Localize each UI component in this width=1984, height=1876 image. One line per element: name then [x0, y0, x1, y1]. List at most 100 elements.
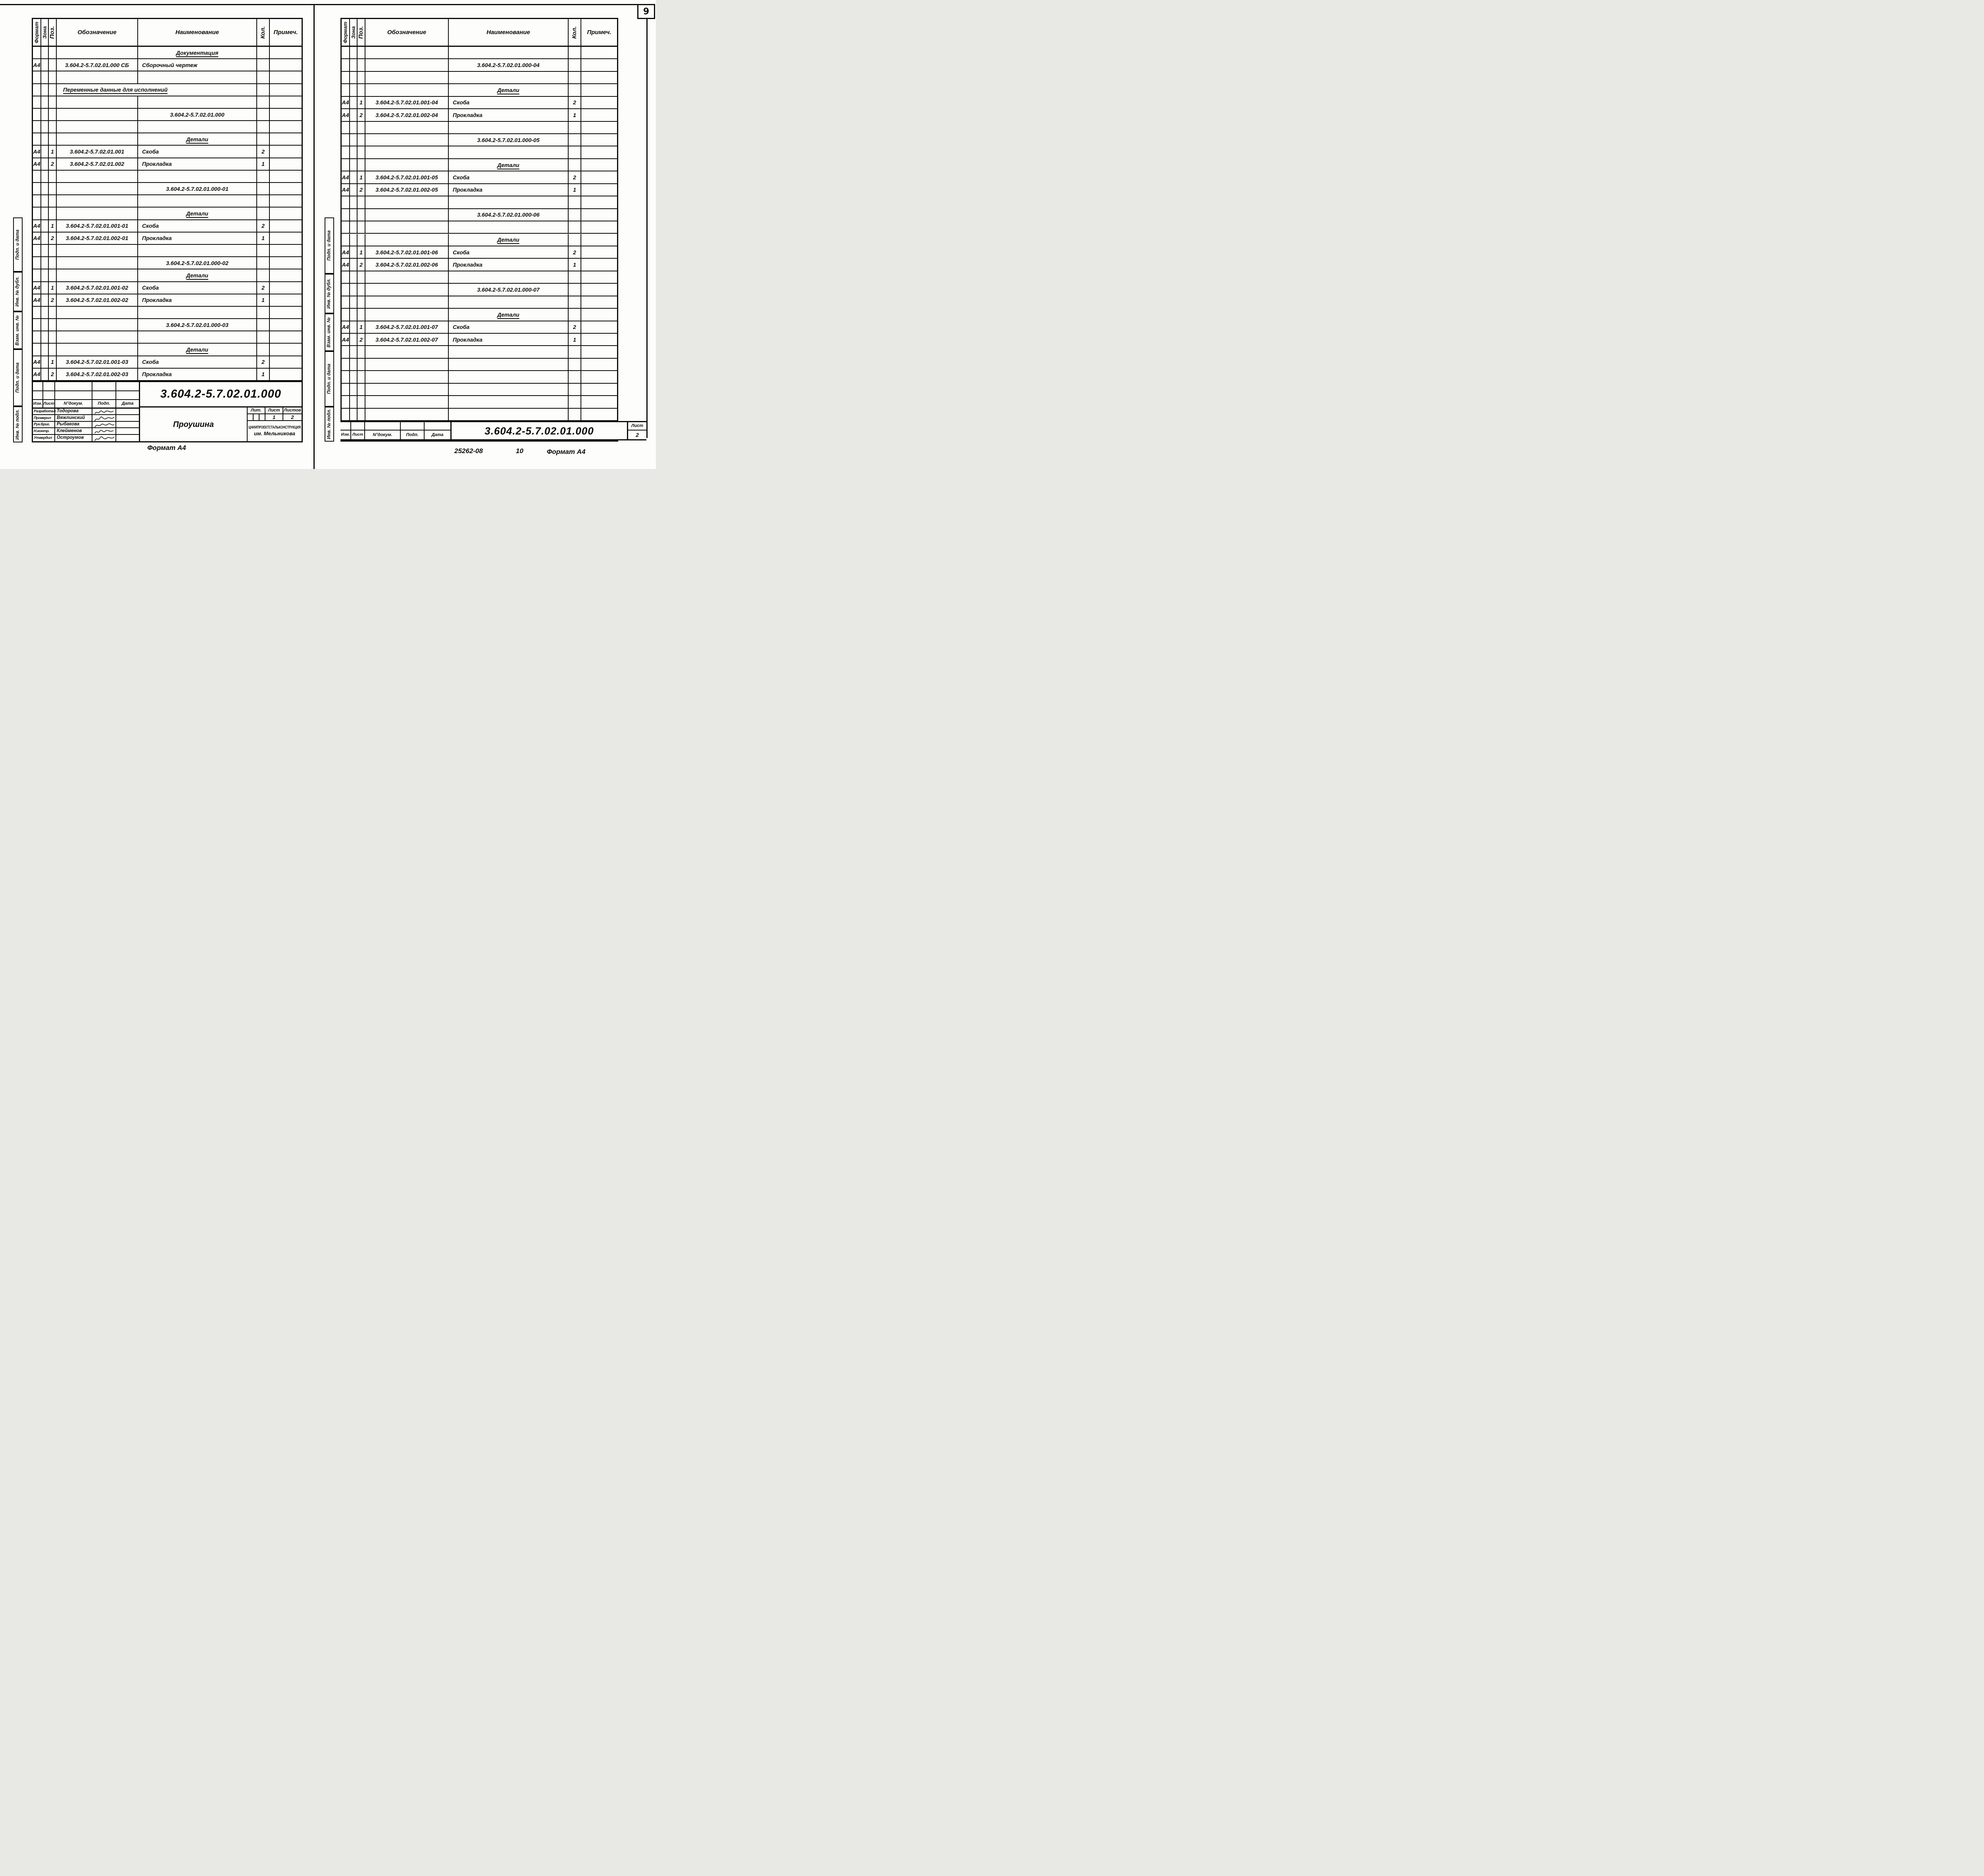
cell-note	[581, 359, 617, 370]
cell-designation: 3.604.2-5.7.02.01.001-06	[365, 246, 449, 258]
cell-name: Детали	[449, 309, 569, 321]
cell-designation	[365, 271, 449, 283]
cell-qty: 1	[257, 232, 270, 244]
cell-zone	[350, 333, 358, 346]
signature	[94, 436, 115, 441]
sheet-value: 2	[636, 432, 639, 438]
cell-zone	[41, 344, 49, 356]
cell-format	[342, 383, 350, 396]
cell-name	[449, 271, 569, 283]
margin-stamp: Инв. № подл.	[325, 407, 334, 442]
group-title: Детали	[186, 136, 208, 142]
cell-qty	[257, 208, 270, 219]
margin-stamp: Подп. и дата	[13, 349, 23, 406]
cell-note	[270, 233, 302, 244]
cell-note	[581, 384, 617, 395]
column-header-pos: Поз.	[49, 19, 57, 46]
spec-row: 3.604.2-5.7.02.01.000-04	[342, 59, 617, 72]
cell-note	[581, 221, 617, 233]
sheet-label: Лист	[628, 422, 646, 431]
cell-name	[449, 71, 569, 84]
cell-zone	[41, 356, 49, 368]
cell-designation	[365, 358, 449, 371]
cell-note	[270, 319, 302, 331]
cell-note	[270, 356, 302, 368]
cell-note	[581, 184, 617, 196]
cell-pos	[49, 84, 57, 96]
cell-name: Прокладка	[138, 368, 257, 380]
spec-row: Детали	[33, 269, 302, 282]
spec-row: Детали	[342, 159, 617, 172]
cell-note	[270, 171, 302, 182]
signature	[94, 430, 114, 434]
scanned-specification-sheet: 9 3.604.2-5.7.02.01.000 Изм.	[0, 0, 656, 469]
cell-format	[342, 234, 350, 246]
cell-zone	[350, 408, 358, 420]
cell-format	[342, 196, 350, 208]
column-header-zone: Зона	[41, 19, 49, 46]
cell-pos: 2	[358, 333, 365, 346]
title-block-right: Изм. Лист N°докум. Подп. Дата 3.604.2-5.…	[340, 421, 646, 440]
cell-designation	[365, 221, 449, 233]
cell-pos	[49, 344, 57, 356]
cell-qty	[257, 331, 270, 343]
stamp-role-row: Н.контр. Клейменов	[33, 428, 139, 435]
cell-designation	[57, 331, 138, 343]
cell-pos	[358, 408, 365, 420]
cell-qty	[257, 244, 270, 257]
cell-zone	[41, 170, 49, 183]
sheet-number-box: Лист 2	[628, 422, 646, 439]
format-note-left: Формат А4	[147, 444, 186, 452]
cell-name: Прокладка	[138, 294, 257, 306]
margin-stamp-label: Инв. № дубл.	[327, 279, 332, 309]
cell-name: Прокладка	[138, 158, 257, 170]
spec-row: 3.604.2-5.7.02.01.000-01	[33, 183, 302, 196]
spec-row	[342, 396, 617, 409]
cell-format	[33, 319, 41, 331]
column-header-note-label: Примеч.	[587, 29, 611, 36]
cell-qty	[569, 59, 581, 71]
cell-note	[581, 296, 617, 308]
role-label: Н.контр.	[33, 428, 55, 434]
cell-qty: 1	[257, 294, 270, 306]
role-date-cell	[116, 435, 139, 441]
spec-row	[342, 383, 617, 396]
cell-designation	[365, 196, 449, 208]
column-header-format-label: Формат	[342, 21, 348, 43]
cell-name: 3.604.2-5.7.02.01.000-02	[138, 257, 257, 269]
margin-stamp-label: Подп. и дата	[327, 363, 332, 394]
cell-zone	[350, 246, 358, 258]
cell-format	[33, 84, 41, 96]
spec-row: А4 2 3.604.2-5.7.02.01.002-02 Прокладка 1	[33, 294, 302, 307]
cell-format	[342, 71, 350, 84]
cell-zone	[41, 220, 49, 232]
cell-pos	[358, 196, 365, 208]
cell-zone	[41, 84, 49, 96]
role-date-cell	[116, 415, 139, 421]
cell-designation	[365, 121, 449, 134]
cell-zone	[41, 282, 49, 294]
role-name: Клейменов	[55, 428, 92, 434]
cell-zone	[41, 108, 49, 121]
cell-designation	[365, 134, 449, 146]
cell-qty	[257, 47, 270, 59]
cell-pos: 1	[49, 220, 57, 232]
cell-qty	[569, 146, 581, 158]
cell-zone	[41, 294, 49, 306]
cell-pos	[358, 59, 365, 71]
cell-pos: 2	[358, 184, 365, 196]
cell-pos	[49, 96, 57, 108]
stamp-header-row: Изм. Лист N°докум. Подп. Дата	[33, 400, 139, 409]
cell-qty	[569, 134, 581, 146]
group-title: Детали	[497, 236, 519, 243]
spec-row: А4 1 3.604.2-5.7.02.01.001-05 Скоба 2	[342, 171, 617, 184]
cell-format	[342, 121, 350, 134]
cell-note	[270, 220, 302, 232]
cell-format	[33, 244, 41, 257]
cell-designation	[57, 319, 138, 331]
cell-format	[33, 47, 41, 59]
cell-pos	[49, 47, 57, 59]
cell-format: А4	[33, 59, 41, 71]
cell-qty	[257, 133, 270, 145]
cell-pos: 2	[49, 368, 57, 380]
